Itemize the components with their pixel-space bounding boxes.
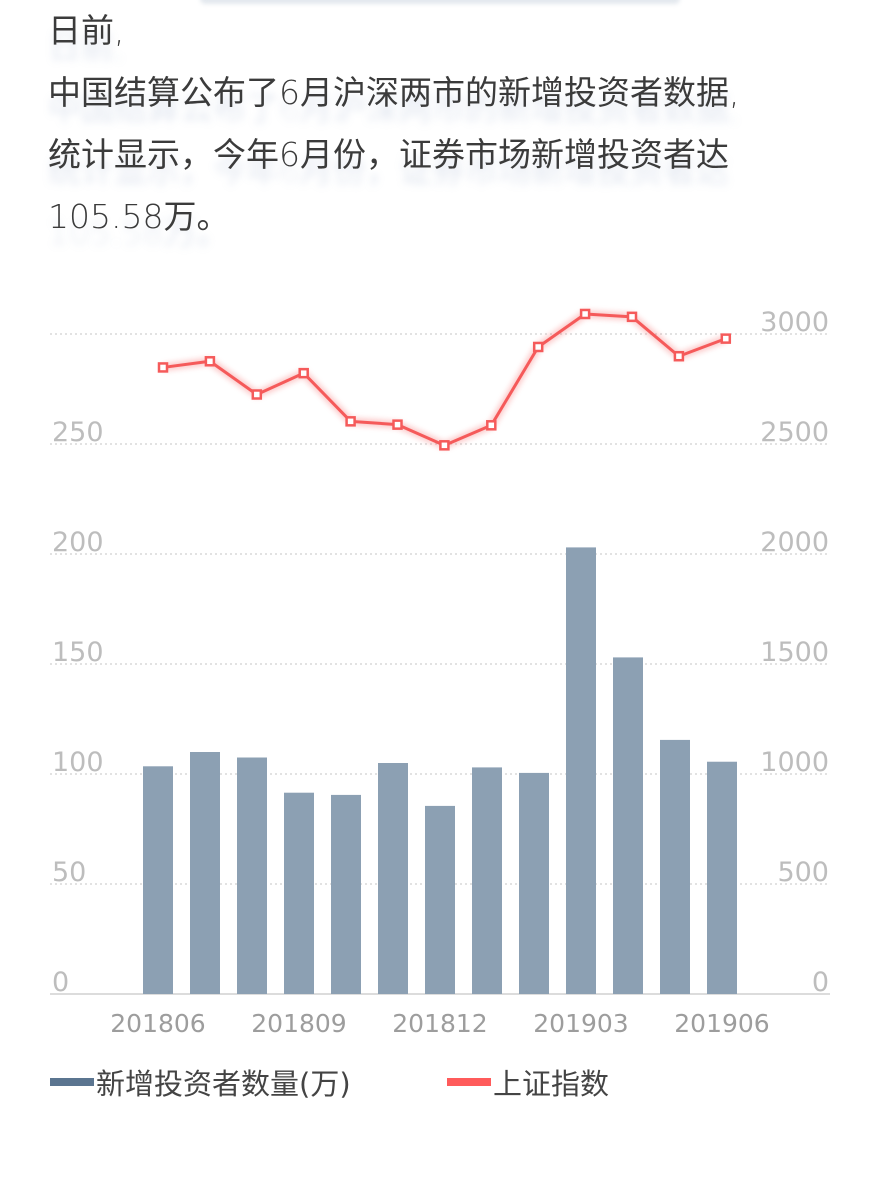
- y-right-tick-label: 2000: [760, 527, 829, 558]
- line-point: [626, 311, 638, 323]
- y-right-tick-label: 2500: [760, 417, 829, 448]
- bar: [613, 657, 643, 994]
- line-point: [532, 341, 544, 353]
- line-point: [204, 356, 216, 367]
- legend-label-line: 上证指数: [493, 1067, 610, 1101]
- line-point: [579, 308, 591, 320]
- x-tick-label: 201812: [392, 1009, 487, 1038]
- bar: [143, 766, 173, 994]
- legend-swatch-line: [447, 1078, 491, 1086]
- legend-item-line: 上证指数: [447, 1062, 609, 1102]
- line-point: [157, 362, 169, 373]
- intro-text: 日前, 中国结算公布了6月沪深两市的新增投资者数据, 统计显示，今年6月份，证券…: [48, 0, 868, 248]
- line-point: [720, 333, 732, 344]
- line-point: [392, 419, 403, 430]
- y-left-tick-label: 200: [52, 527, 104, 558]
- bar: [425, 805, 455, 994]
- bar-series: [143, 547, 737, 994]
- line-point: [298, 367, 309, 379]
- y-right-tick-label: 1500: [760, 637, 829, 668]
- y-right-tick-label: 1000: [760, 747, 829, 778]
- bar: [378, 763, 408, 994]
- bar: [237, 757, 267, 994]
- line-series: [157, 308, 732, 451]
- intro-line-2: 中国结算公布了6月沪深两市的新增投资者数据,: [48, 73, 740, 112]
- legend-label-bars: 新增投资者数量(万): [96, 1067, 351, 1101]
- bar: [190, 752, 220, 994]
- bar: [707, 761, 737, 994]
- bar: [331, 794, 361, 994]
- y-right-tick-label: 500: [777, 857, 829, 888]
- y-right-tick-label: 0: [812, 967, 829, 998]
- x-tick-label: 201806: [110, 1009, 205, 1038]
- line-point: [673, 350, 685, 362]
- y-left-tick-label: 150: [52, 637, 104, 668]
- bar: [284, 792, 314, 994]
- line-point: [439, 440, 450, 451]
- x-tick-label: 201903: [533, 1009, 628, 1038]
- legend-item-bars: 新增投资者数量(万): [50, 1062, 351, 1102]
- y-left-tick-label: 100: [52, 747, 104, 778]
- intro-line-4: 105.58万。: [48, 197, 230, 236]
- line-point: [251, 389, 263, 400]
- bar: [660, 739, 690, 994]
- line-point: [486, 420, 497, 431]
- x-tick-label: 201809: [251, 1009, 346, 1038]
- x-tick-label: 201906: [674, 1009, 769, 1038]
- legend-swatch-bars: [50, 1078, 94, 1086]
- y-right-tick-label: 3000: [760, 307, 829, 338]
- bar: [566, 547, 596, 994]
- bar: [519, 772, 549, 994]
- bar: [472, 767, 502, 994]
- intro-line-3: 统计显示，今年6月份，证券市场新增投资者达: [48, 135, 729, 174]
- y-left-tick-label: 0: [52, 967, 69, 998]
- line-point: [345, 416, 356, 427]
- top-fade-strip: [200, 0, 680, 4]
- intro-line-1: 日前,: [48, 11, 125, 50]
- y-left-tick-label: 50: [52, 857, 86, 888]
- y-left-tick-label: 250: [52, 417, 104, 448]
- axis-labels: 0501001502002500500100015002000250030002…: [52, 307, 829, 1038]
